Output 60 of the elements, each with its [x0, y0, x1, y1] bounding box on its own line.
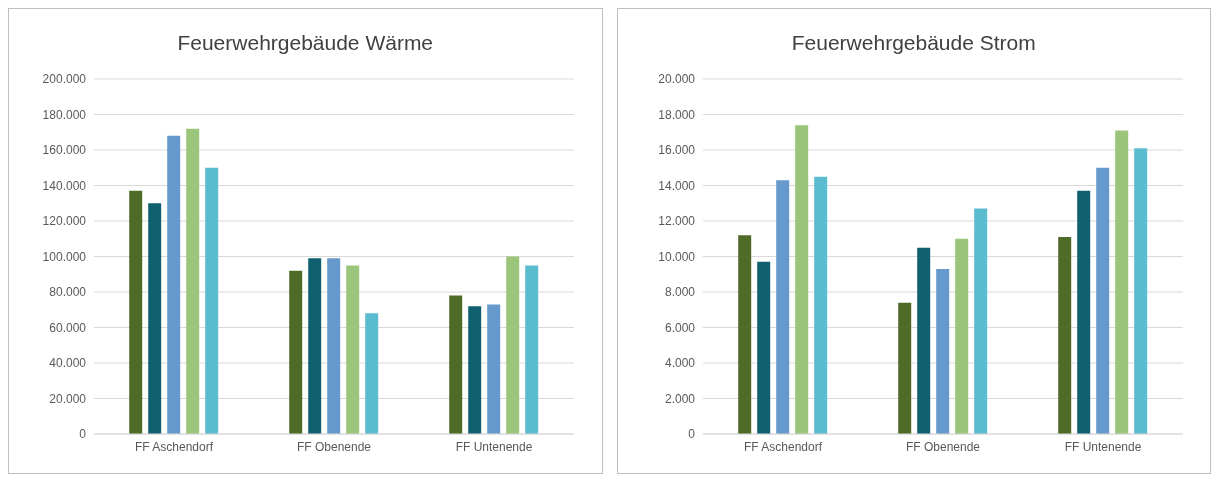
bar: [487, 304, 501, 434]
x-tick-label: FF Untenende: [455, 439, 533, 454]
y-tick-label: 40.000: [49, 356, 87, 371]
bar: [289, 270, 303, 434]
y-tick-label: 100.000: [42, 249, 87, 264]
y-tick-label: 16.000: [657, 143, 695, 158]
y-tick-label: 14.000: [657, 178, 695, 193]
bar: [525, 265, 539, 434]
bar: [1057, 236, 1071, 434]
y-tick-label: 60.000: [49, 320, 87, 335]
bar: [737, 235, 751, 434]
y-tick-label: 200.000: [42, 72, 87, 87]
y-tick-label: 20.000: [49, 391, 87, 406]
bar: [148, 203, 162, 434]
y-tick-label: 80.000: [49, 285, 87, 300]
x-tick-label: FF Untenende: [1064, 439, 1142, 454]
x-tick-label: FF Obenende: [296, 439, 372, 454]
bar: [973, 208, 987, 434]
bar: [468, 306, 482, 434]
y-tick-label: 140.000: [42, 178, 87, 193]
y-tick-label: 4.000: [664, 356, 695, 371]
bar: [186, 128, 200, 434]
bar: [506, 256, 520, 434]
y-tick-label: 20.000: [657, 72, 695, 87]
bar: [756, 261, 770, 434]
bar: [1076, 190, 1090, 434]
bar: [449, 295, 463, 434]
bar: [1114, 130, 1128, 434]
bar: [954, 238, 968, 434]
y-tick-label: 180.000: [42, 107, 87, 122]
y-tick-label: 160.000: [42, 143, 87, 158]
bar: [205, 167, 219, 434]
chart-title: Feuerwehrgebäude Wärme: [176, 31, 435, 55]
bar: [129, 190, 143, 434]
y-tick-label: 12.000: [657, 214, 695, 229]
bar: [916, 247, 930, 434]
y-tick-label: 2.000: [664, 391, 695, 406]
bar: [308, 258, 322, 434]
bar: [365, 313, 379, 434]
x-tick-label: FF Aschendorf: [134, 439, 214, 454]
x-tick-label: FF Aschendorf: [743, 439, 823, 454]
y-tick-label: 120.000: [42, 214, 87, 229]
bar: [167, 135, 181, 434]
bar: [1133, 148, 1147, 434]
y-tick-label: 0: [79, 427, 87, 442]
y-tick-label: 18.000: [657, 107, 695, 122]
bar: [897, 302, 911, 434]
bar: [327, 258, 341, 434]
y-tick-label: 10.000: [657, 249, 695, 264]
bar: [794, 125, 808, 434]
bar: [1095, 167, 1109, 434]
y-tick-label: 6.000: [664, 320, 695, 335]
bar: [775, 180, 789, 434]
bar: [935, 268, 949, 434]
x-tick-label: FF Obenende: [905, 439, 980, 454]
bar: [813, 176, 827, 434]
chart-title: Feuerwehrgebäude Strom: [790, 31, 1037, 55]
bar: [346, 265, 360, 434]
y-tick-label: 0: [687, 427, 695, 442]
y-tick-label: 8.000: [664, 285, 695, 300]
